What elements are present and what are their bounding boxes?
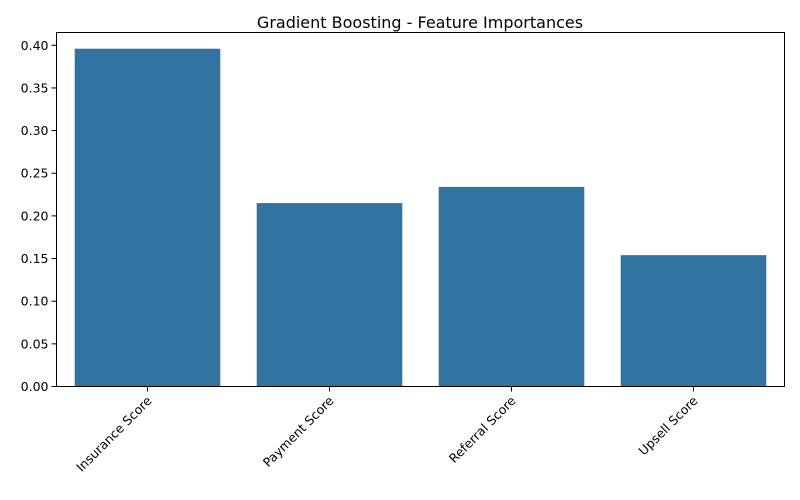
plot-frame <box>56 32 785 387</box>
y-tick-label: 0.40 <box>21 38 49 53</box>
y-tick-label: 0.15 <box>21 251 49 266</box>
y-tick-label: 0.30 <box>21 123 49 138</box>
y-tick-label: 0.20 <box>21 208 49 223</box>
x-tick-label: Upsell Score <box>635 393 700 458</box>
bar-referral-score <box>438 186 585 387</box>
x-tick-label: Payment Score <box>260 393 337 470</box>
bar-payment-score <box>256 203 403 387</box>
chart-title: Gradient Boosting - Feature Importances <box>257 13 583 32</box>
x-axis: Insurance Score Payment Score Referral Sco… <box>73 386 701 475</box>
x-tick-label: Referral Score <box>446 393 519 466</box>
y-tick-label: 0.35 <box>21 80 49 95</box>
y-tick-label: 0.10 <box>21 294 49 309</box>
bar-insurance-score <box>74 48 221 387</box>
y-tick-label: 0.25 <box>21 166 49 181</box>
x-tick-label: Insurance Score <box>73 393 155 475</box>
y-axis: 0.00 0.05 0.10 0.15 0.20 0.25 0.30 0.35 0.40 <box>21 38 57 394</box>
y-tick-label: 0.00 <box>21 379 49 394</box>
bars-group <box>74 48 767 387</box>
y-tick-label: 0.05 <box>21 336 49 351</box>
bar-upsell-score <box>620 255 767 387</box>
